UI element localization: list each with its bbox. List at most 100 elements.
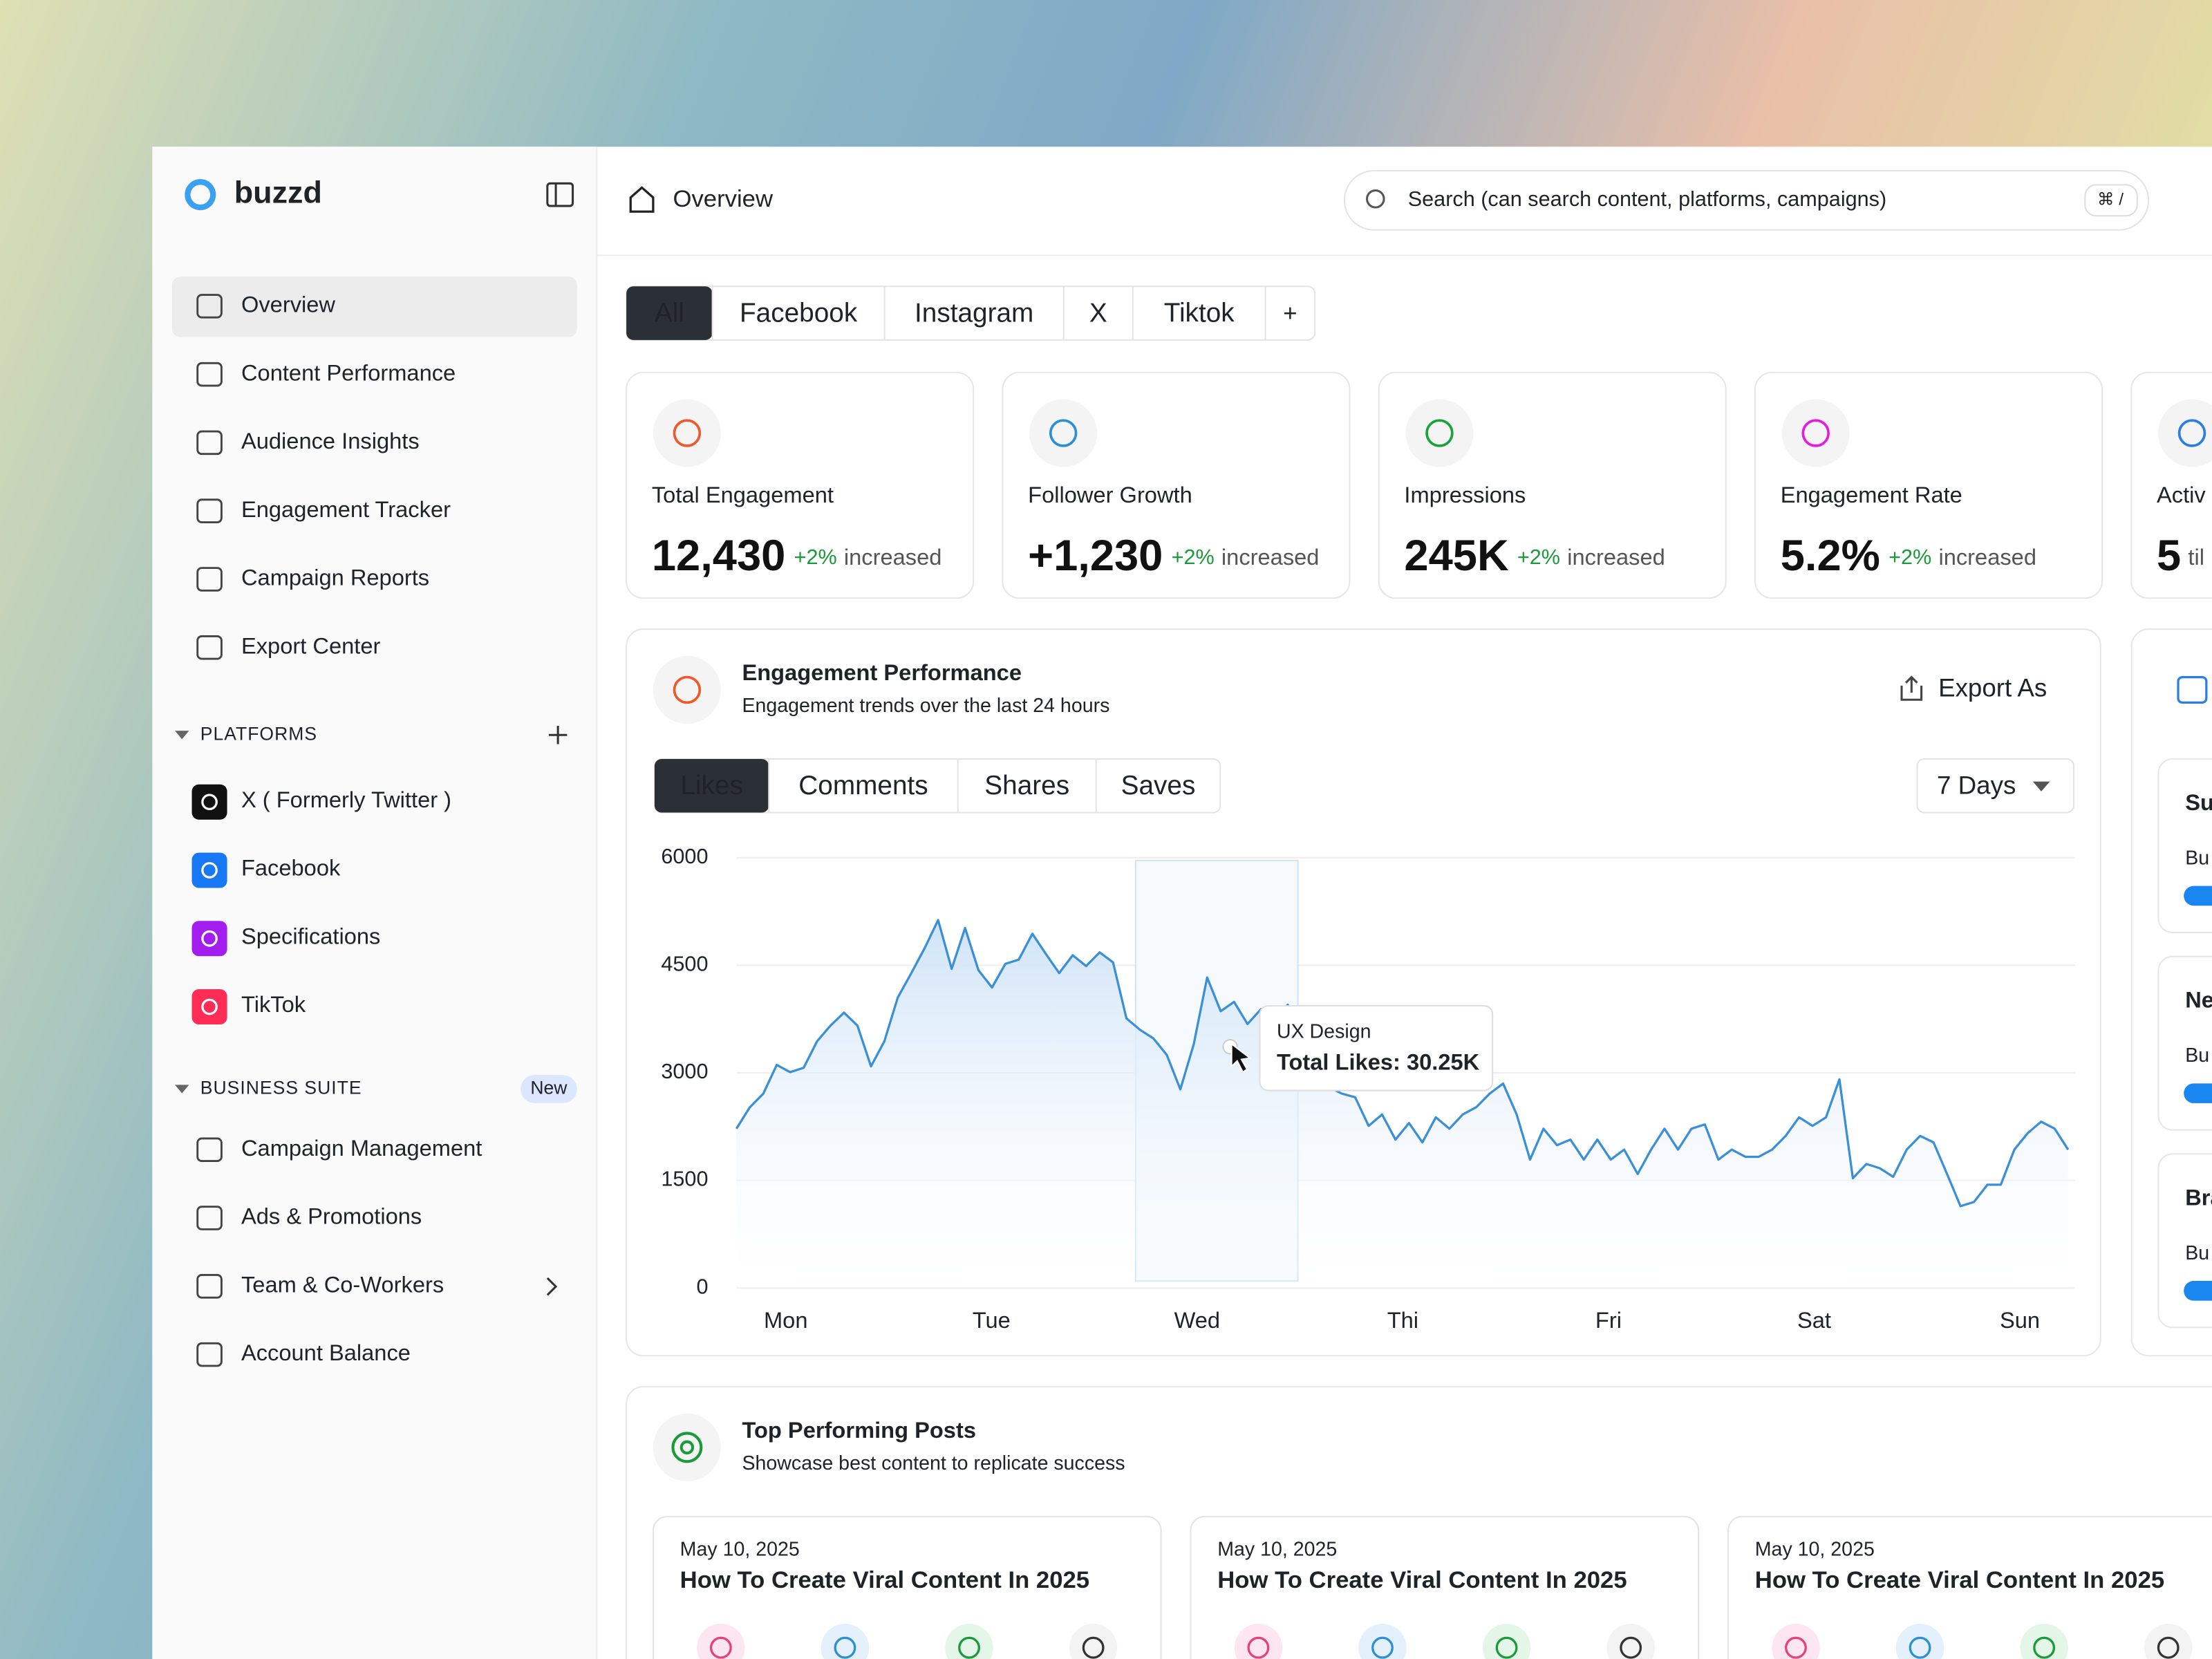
x-tick-label: Sat <box>1797 1307 1831 1333</box>
section-heading: BUSINESS SUITE <box>200 1078 362 1098</box>
chevron <box>546 1277 558 1296</box>
y-tick-label: 1500 <box>661 1168 708 1191</box>
collapse-triangle <box>175 1085 189 1094</box>
platform-icon <box>191 784 227 820</box>
posts-icon-bg <box>653 1413 721 1481</box>
stat-line: 5 til <box>2157 532 2204 580</box>
chart-icon <box>673 675 702 704</box>
post-action-icon <box>1909 1636 1931 1659</box>
post-title: How To Create Viral Content In 2025 <box>680 1567 1089 1593</box>
post-action[interactable] <box>945 1623 993 1659</box>
post-title: How To Create Viral Content In 2025 <box>1755 1567 2164 1593</box>
y-tick-label: 0 <box>696 1275 708 1298</box>
chart-subtitle: Engagement trends over the last 24 hours <box>742 695 1109 717</box>
platform-item: X ( Formerly Twitter ) <box>241 787 451 812</box>
progress <box>2184 1083 2212 1103</box>
add-platform[interactable] <box>548 726 568 744</box>
post-action[interactable] <box>1234 1623 1283 1659</box>
nav-item: Campaign Reports <box>241 565 429 590</box>
range-select[interactable] <box>1916 758 2075 814</box>
x-tick-label: Mon <box>764 1307 808 1333</box>
y-tick-label: 6000 <box>661 845 708 868</box>
stat-change-text: increased <box>1938 544 2036 570</box>
post-card <box>1190 1515 1700 1659</box>
platform-glyph <box>201 794 218 811</box>
post-action-icon <box>2157 1636 2180 1659</box>
stat-line: 245K +2% increased <box>1404 532 1665 580</box>
platform-glyph <box>201 998 218 1015</box>
post-action[interactable] <box>1358 1623 1407 1659</box>
x-tick-label: Wed <box>1174 1307 1221 1333</box>
nav-item: Overview <box>241 291 335 317</box>
badge-text: New <box>530 1078 568 1098</box>
x-tick-label: Sun <box>2000 1307 2040 1333</box>
nav-icon <box>196 294 223 319</box>
post-action[interactable] <box>1895 1623 1944 1659</box>
nav-icon <box>196 1342 223 1367</box>
logo <box>185 179 216 211</box>
post-action[interactable] <box>2020 1623 2068 1659</box>
nav-item: Campaign Management <box>241 1135 482 1161</box>
y-tick-label: 4500 <box>661 953 708 976</box>
metric-tab: Shares <box>984 771 1069 800</box>
stat-label: Activ <box>2157 482 2206 507</box>
post-action[interactable] <box>1772 1623 1820 1659</box>
post-card <box>652 1515 1162 1659</box>
stat-icon <box>1425 419 1454 447</box>
post-action[interactable] <box>1482 1623 1531 1659</box>
progress <box>2184 885 2212 906</box>
content: buzzd Overview Search (can search content,… <box>171 169 2212 1659</box>
post-date: May 10, 2025 <box>680 1538 800 1560</box>
page-title: Overview <box>673 186 774 212</box>
range-value: 7 Days <box>1937 771 2016 799</box>
line <box>735 919 2070 1208</box>
posts-icon-inner <box>679 1440 695 1455</box>
tab: Facebook <box>740 298 858 328</box>
stat-icon-bg <box>1029 399 1098 467</box>
side-item-subtitle: Bu <box>2185 1044 2209 1067</box>
stat-icon-bg <box>2158 399 2212 467</box>
nav-icon <box>196 1206 223 1230</box>
stat-value: +1,230 <box>1028 532 1163 580</box>
stat-change: +2% <box>1888 545 1931 569</box>
post-action[interactable] <box>821 1623 870 1659</box>
sidebar <box>152 147 597 1659</box>
dropdown-arrow <box>2032 781 2050 791</box>
post-action-icon <box>2033 1636 2056 1659</box>
chart-icon-bg <box>653 655 721 724</box>
nav-active <box>171 276 577 337</box>
nav-icon <box>196 498 223 523</box>
nav-icon <box>196 567 223 592</box>
nav-icon <box>196 362 223 387</box>
area <box>736 920 2068 1288</box>
metric-tab-active[interactable] <box>654 758 769 813</box>
post-action[interactable] <box>1606 1623 1655 1659</box>
collapse-button[interactable] <box>546 182 574 207</box>
side-item <box>2157 1153 2212 1329</box>
stat-value: 12,430 <box>652 532 785 580</box>
stat-label: Total Engagement <box>652 482 834 507</box>
nav-icon <box>196 635 223 660</box>
post-action-icon <box>1620 1636 1642 1659</box>
metric-tab: Saves <box>1121 771 1196 800</box>
post-action-icon <box>1082 1636 1105 1659</box>
post-action[interactable] <box>1069 1623 1118 1659</box>
platform-item: Specifications <box>241 923 380 948</box>
stat-value: 5.2% <box>1781 532 1880 580</box>
stat-line: 5.2% +2% increased <box>1781 532 2036 580</box>
nav-item: Team & Co-Workers <box>241 1271 444 1297</box>
stat-line: 12,430 +2% increased <box>652 532 942 580</box>
side-item <box>2157 758 2212 933</box>
platform-glyph <box>201 930 218 947</box>
search-icon <box>1366 189 1385 209</box>
post-action-icon <box>1247 1636 1270 1659</box>
tab-active[interactable] <box>626 286 713 340</box>
search-box[interactable] <box>1343 169 2150 231</box>
home-icon <box>629 186 655 213</box>
tab: X <box>1089 298 1107 328</box>
post-action[interactable] <box>2144 1623 2193 1659</box>
post-action[interactable] <box>697 1623 745 1659</box>
stat-icon <box>1801 419 1830 447</box>
stat-icon <box>1049 419 1078 447</box>
